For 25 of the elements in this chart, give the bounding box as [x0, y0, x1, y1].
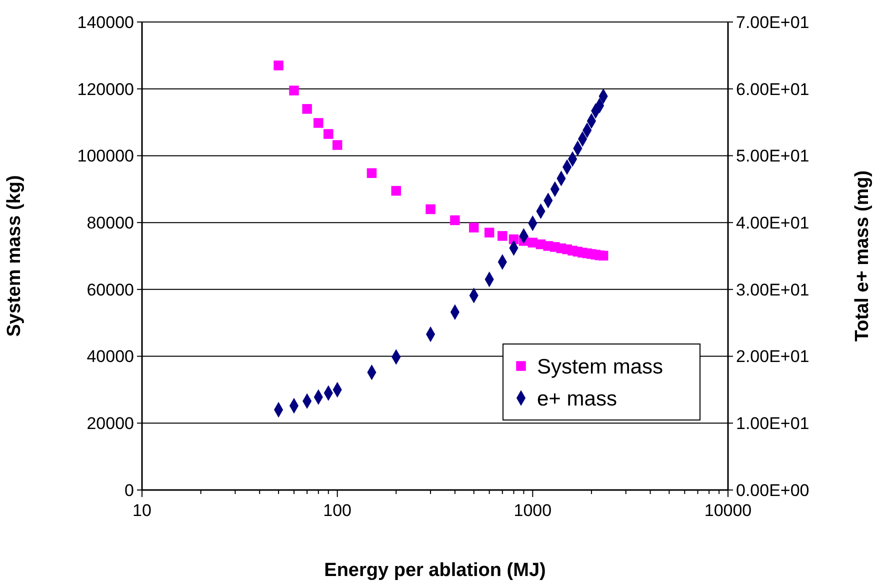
y2-tick-label: 4.00E+01 — [736, 214, 810, 233]
y2-tick-label: 3.00E+01 — [736, 280, 810, 300]
y-tick-label: 40000 — [86, 347, 134, 366]
y2-axis-title: Total e+ mass (mg) — [852, 170, 873, 342]
legend-label: e+ mass — [537, 387, 617, 410]
x-tick-label: 10000 — [704, 501, 752, 520]
y2-tick-label: 6.00E+01 — [736, 80, 810, 99]
y-tick-label: 140000 — [77, 12, 134, 32]
y2-tick-label: 5.00E+01 — [736, 146, 810, 166]
x-tick-label: 10 — [132, 501, 152, 520]
y-tick-label: 100000 — [77, 146, 134, 166]
y-tick-label: 0 — [124, 480, 134, 500]
x-axis-title: Energy per ablation (MJ) — [324, 560, 546, 581]
y2-tick-label: 7.00E+01 — [736, 12, 810, 32]
legend-label: System mass — [537, 355, 664, 378]
y-tick-label: 80000 — [86, 214, 134, 233]
y2-tick-label: 2.00E+01 — [736, 347, 810, 366]
y2-tick-label: 1.00E+01 — [736, 414, 810, 434]
y-axis-title: System mass (kg) — [4, 175, 25, 337]
y-tick-label: 20000 — [86, 414, 134, 434]
y-tick-label: 60000 — [86, 280, 134, 300]
x-tick-label: 100 — [323, 501, 352, 520]
y-tick-label: 120000 — [77, 80, 134, 99]
x-tick-label: 1000 — [514, 501, 552, 520]
y2-tick-label: 0.00E+00 — [736, 480, 810, 500]
